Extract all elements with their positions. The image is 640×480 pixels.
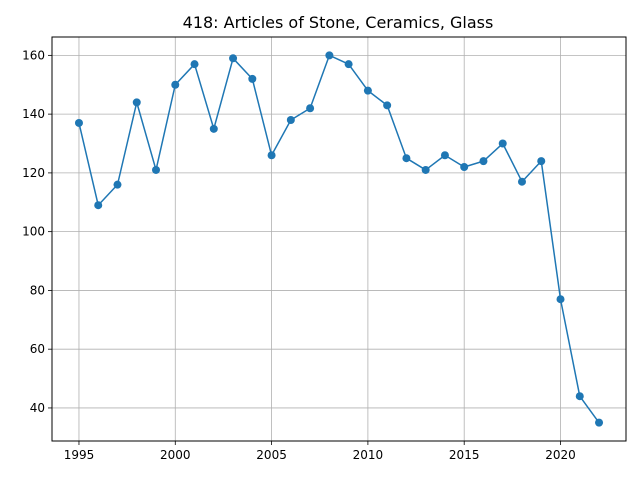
series-layer — [74, 51, 604, 427]
data-point — [190, 60, 199, 69]
data-point — [229, 54, 238, 63]
data-point — [402, 154, 411, 163]
data-point — [113, 180, 122, 189]
y-tick-label: 100 — [22, 225, 45, 239]
data-point — [325, 51, 334, 60]
data-point — [152, 165, 161, 174]
x-tick-label: 2015 — [449, 448, 480, 462]
x-tick-label: 2010 — [353, 448, 384, 462]
data-point — [595, 418, 604, 427]
data-point — [344, 60, 353, 69]
x-axis: 1995 2000 2005 2010 2015 2020 — [64, 441, 576, 462]
y-tick-label: 40 — [30, 401, 45, 415]
y-tick-label: 60 — [30, 342, 45, 356]
data-point — [421, 165, 430, 174]
data-point — [94, 201, 103, 210]
data-point — [306, 104, 315, 113]
x-tick-label: 2005 — [256, 448, 287, 462]
series-line — [78, 54, 600, 424]
data-point — [556, 295, 565, 304]
data-point — [537, 157, 546, 166]
x-tick-label: 2020 — [545, 448, 576, 462]
x-tick-label: 2000 — [160, 448, 191, 462]
data-point — [479, 157, 488, 166]
chart-title: 418: Articles of Stone, Ceramics, Glass — [183, 13, 494, 32]
y-tick-label: 80 — [30, 283, 45, 297]
data-point — [209, 124, 218, 133]
data-point — [383, 101, 392, 110]
y-tick-label: 160 — [22, 48, 45, 62]
data-point — [460, 163, 469, 172]
data-point — [74, 118, 83, 127]
data-point — [248, 74, 257, 83]
y-tick-label: 140 — [22, 107, 45, 121]
x-tick-label: 1995 — [64, 448, 95, 462]
data-point — [517, 177, 526, 186]
data-point — [440, 151, 449, 160]
data-point — [132, 98, 141, 107]
data-point — [363, 86, 372, 95]
data-point — [498, 139, 507, 148]
data-point — [286, 116, 295, 125]
plot-frame — [51, 36, 627, 442]
data-point — [575, 392, 584, 401]
y-axis: 40 60 80 100 120 140 160 — [22, 48, 52, 415]
data-point — [171, 80, 180, 89]
y-tick-label: 120 — [22, 166, 45, 180]
data-point — [267, 151, 276, 160]
